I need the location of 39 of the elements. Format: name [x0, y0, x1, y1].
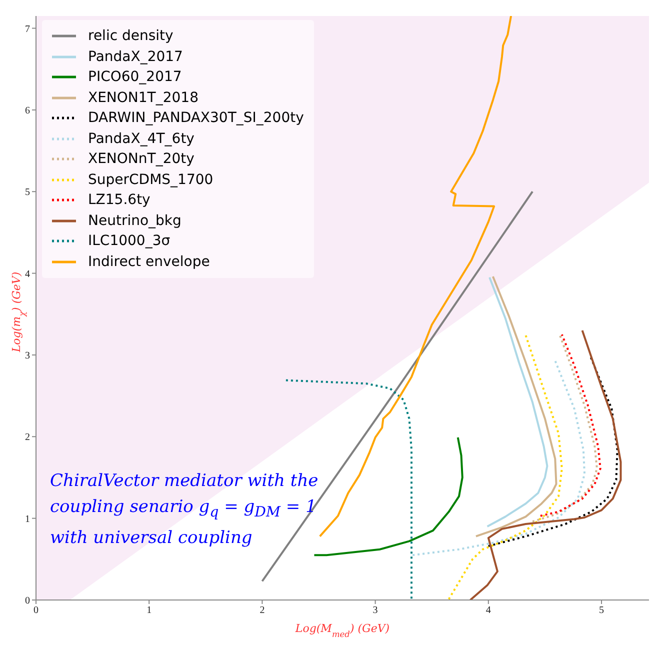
legend-label: PandaX_4T_6ty	[88, 130, 194, 147]
legend-label: XENONnT_20ty	[88, 151, 194, 168]
legend-label: DARWIN_PANDAX30T_SI_200ty	[88, 110, 304, 126]
legend-label: XENON1T_2018	[88, 90, 198, 106]
y-tick-label: 2	[25, 432, 30, 444]
legend-label: relic density	[88, 28, 174, 44]
annotation: coupling senario g$_{q}$ = g$_{DM}$ = 1	[50, 497, 316, 520]
line-series	[412, 360, 586, 556]
line-series	[486, 276, 548, 528]
y-tick-label: 3	[25, 350, 30, 362]
x-tick-label: 4	[486, 605, 491, 616]
line-series	[532, 334, 598, 523]
line-series	[474, 276, 558, 538]
x-tick-label: 1	[146, 605, 152, 616]
x-tick-label: 5	[599, 605, 604, 616]
y-tick-label: 7	[25, 24, 30, 35]
y-tick-label: 1	[25, 514, 30, 525]
legend-label: ILC1000_3σ	[88, 233, 170, 250]
x-tick-label: 3	[372, 605, 378, 616]
y-tick-label: 6	[25, 105, 30, 116]
legend-label: PICO60_2017	[88, 69, 182, 86]
y-tick-label: 0	[25, 596, 30, 607]
y-tick-label: 4	[25, 268, 30, 280]
line-series	[448, 334, 563, 600]
line-series	[284, 379, 412, 600]
line-series	[318, 16, 512, 538]
legend-label: Neutrino_bkg	[88, 212, 182, 229]
legend-label: PandaX_2017	[88, 48, 183, 65]
line-series	[539, 334, 602, 517]
annotation: ChiralVector mediator with the	[50, 471, 318, 491]
legend-label: Indirect envelope	[88, 254, 210, 270]
x-tick-label: 2	[260, 605, 265, 616]
y-tick-label: 5	[25, 187, 30, 198]
legend-label: SuperCDMS_1700	[88, 172, 214, 188]
x-axis-title: Log(M$_{med}$) (GeV)	[294, 622, 390, 639]
annotation: with universal coupling	[50, 528, 252, 548]
line-series	[469, 329, 622, 600]
legend-label: LZ15.6ty	[88, 192, 150, 208]
x-tick-label: 0	[34, 605, 38, 616]
